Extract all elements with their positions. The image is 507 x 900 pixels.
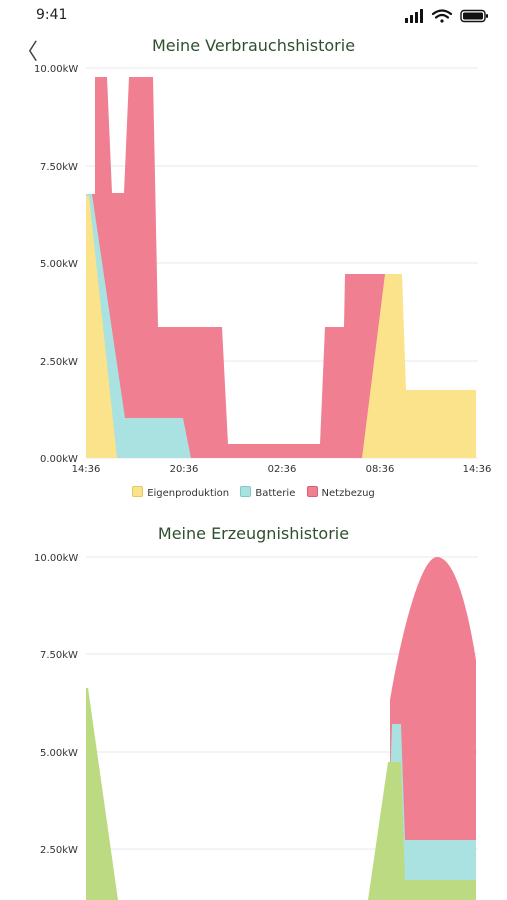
production-area-green bbox=[368, 762, 476, 900]
x-tick-label: 20:36 bbox=[170, 464, 199, 475]
status-bar: 9:41 bbox=[0, 0, 507, 32]
production-chart: 10.00kW 7.50kW 5.00kW 2.50kW bbox=[34, 553, 478, 900]
status-icons bbox=[405, 8, 491, 28]
legend-swatch bbox=[132, 486, 144, 497]
signal-icon bbox=[405, 9, 423, 23]
y-tick-label: 2.50kW bbox=[40, 357, 78, 368]
legend-label: Eigenproduktion bbox=[147, 488, 230, 499]
consumption-chart: 10.00kW 7.50kW 5.00kW 2.50kW 0.00kW 14:3… bbox=[34, 64, 492, 475]
y-tick-label: 10.00kW bbox=[34, 64, 78, 75]
x-tick-label: 14:36 bbox=[463, 464, 492, 475]
consumption-chart-title: Meine Verbrauchshistorie bbox=[151, 36, 356, 55]
legend-item-netzbezug[interactable]: Netzbezug bbox=[306, 486, 375, 499]
legend-label: Netzbezug bbox=[321, 488, 375, 499]
x-tick-label: 08:36 bbox=[366, 464, 395, 475]
legend-item-batterie[interactable]: Batterie bbox=[240, 486, 295, 499]
y-tick-label: 10.00kW bbox=[34, 553, 78, 564]
chevron-left-icon: 〈 bbox=[16, 40, 39, 65]
consumption-area-eigenproduktion bbox=[86, 196, 117, 458]
y-tick-label: 7.50kW bbox=[40, 162, 78, 173]
wifi-icon bbox=[431, 9, 453, 23]
battery-icon bbox=[460, 9, 488, 23]
y-tick-label: 5.00kW bbox=[40, 748, 78, 759]
back-button[interactable]: 〈 bbox=[16, 40, 38, 66]
legend-swatch bbox=[240, 486, 252, 497]
production-area-pink bbox=[390, 557, 476, 900]
y-tick-label: 5.00kW bbox=[40, 259, 78, 270]
y-tick-label: 2.50kW bbox=[40, 845, 78, 856]
legend-swatch bbox=[306, 486, 318, 497]
production-chart-title: Meine Erzeugnishistorie bbox=[157, 524, 350, 543]
production-area-green bbox=[86, 688, 118, 900]
y-tick-label: 7.50kW bbox=[40, 650, 78, 661]
consumption-area-netzbezug bbox=[86, 77, 390, 458]
status-time: 9:41 bbox=[36, 7, 68, 23]
production-area-teal bbox=[386, 724, 476, 900]
legend-label: Batterie bbox=[255, 488, 296, 499]
consumption-area-eigenproduktion bbox=[362, 274, 476, 458]
legend-item-eigenproduktion[interactable]: Eigenproduktion bbox=[132, 486, 229, 499]
consumption-legend: Eigenproduktion Batterie Netzbezug bbox=[0, 486, 507, 499]
consumption-area-batterie bbox=[86, 194, 191, 458]
x-tick-label: 02:36 bbox=[268, 464, 297, 475]
x-tick-label: 14:36 bbox=[72, 464, 101, 475]
y-tick-label: 0.00kW bbox=[40, 454, 78, 465]
